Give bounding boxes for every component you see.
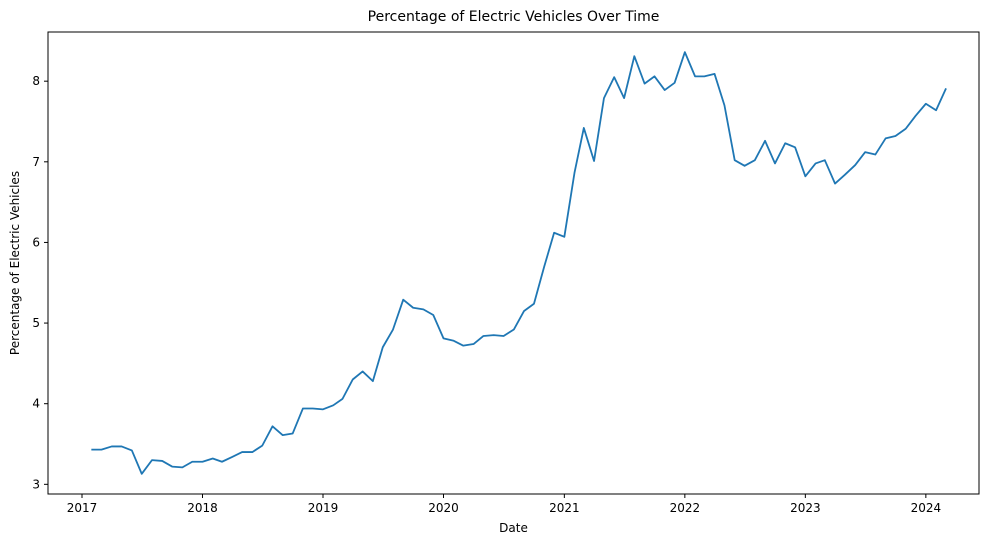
y-tick-label: 6 [32,235,40,249]
plot-frame [47,31,980,495]
x-axis-label: Date [499,521,528,535]
y-axis: 3 4 5 6 7 8 [32,74,48,491]
x-tick-label: 2022 [670,501,701,515]
y-tick-label: 5 [32,316,40,330]
plot-area [91,51,947,475]
y-axis-label: Percentage of Electric Vehicles [8,171,22,355]
chart-title: Percentage of Electric Vehicles Over Tim… [368,9,660,25]
x-tick-label: 2023 [790,501,821,515]
x-tick-label: 2021 [549,501,580,515]
y-tick-label: 4 [32,397,40,411]
x-tick-label: 2018 [187,501,218,515]
y-tick-label: 8 [32,74,40,88]
y-tick-label: 3 [32,477,40,491]
x-tick-label: 2024 [911,501,942,515]
x-tick-label: 2019 [308,501,339,515]
y-tick-label: 7 [32,155,40,169]
x-tick-label: 2017 [67,501,98,515]
x-axis: 2017 2018 2019 2020 2021 2022 2023 2024 [67,494,941,515]
series-line [91,51,947,475]
x-tick-label: 2020 [428,501,459,515]
